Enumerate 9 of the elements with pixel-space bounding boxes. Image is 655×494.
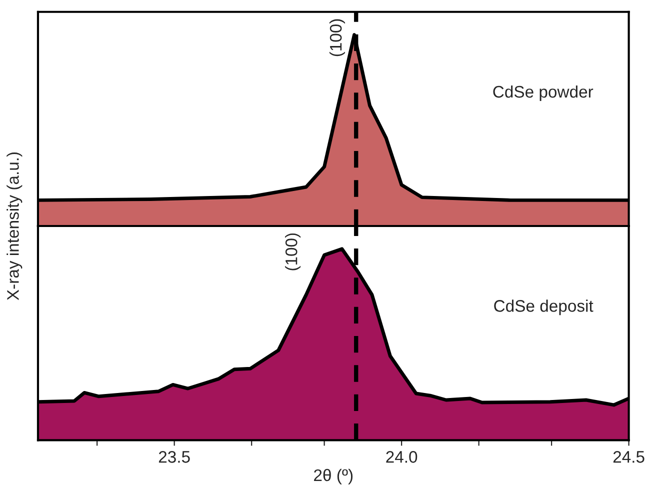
- y-axis-title: X-ray intensity (a.u.): [6, 152, 22, 300]
- x-tick-label: 23.5: [158, 451, 190, 463]
- annotation: (100): [329, 19, 345, 56]
- text: CdSe deposit: [494, 300, 594, 316]
- x-axis-title: 2θ (º): [314, 468, 353, 484]
- annotation: (100): [285, 233, 301, 270]
- text: CdSe powder: [493, 85, 594, 101]
- x-tick-label: 24.0: [386, 451, 418, 463]
- x-tick-label: 24.5: [613, 451, 644, 463]
